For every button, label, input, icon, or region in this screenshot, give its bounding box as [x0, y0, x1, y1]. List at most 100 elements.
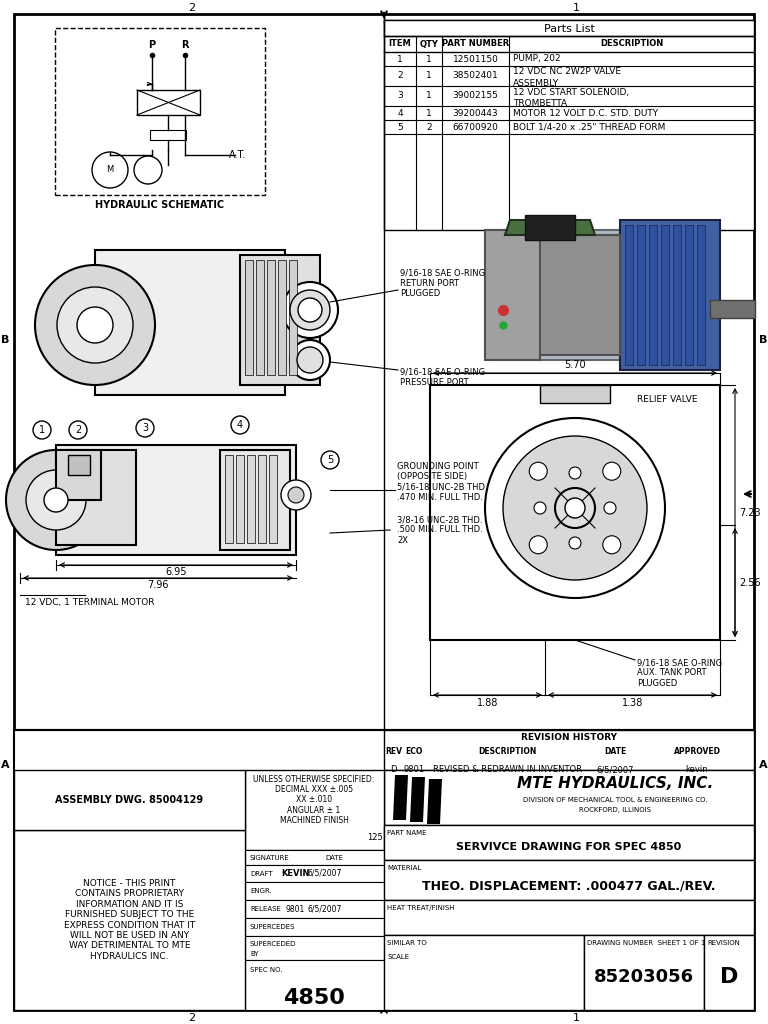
Circle shape — [6, 450, 106, 550]
Text: RELEASE: RELEASE — [250, 906, 281, 912]
Text: BY: BY — [250, 951, 259, 957]
Text: APPROVED: APPROVED — [674, 748, 720, 757]
Circle shape — [297, 347, 323, 373]
Circle shape — [281, 480, 311, 510]
Text: PUMP, 202: PUMP, 202 — [513, 54, 561, 63]
Bar — [384, 935, 584, 1010]
Text: 12 VDC NC 2W2P VALVE: 12 VDC NC 2W2P VALVE — [513, 68, 621, 77]
Text: 1.38: 1.38 — [622, 698, 643, 708]
Text: SUPERCEDED: SUPERCEDED — [250, 941, 296, 947]
Circle shape — [290, 290, 330, 330]
Text: A: A — [759, 760, 767, 770]
Bar — [247, 455, 255, 543]
Circle shape — [569, 467, 581, 479]
Bar — [430, 385, 720, 640]
Bar — [620, 220, 720, 370]
Circle shape — [565, 498, 585, 518]
Polygon shape — [410, 777, 425, 822]
Bar — [625, 225, 633, 365]
Text: 38502401: 38502401 — [452, 72, 498, 81]
Text: DATE: DATE — [604, 748, 626, 757]
Bar — [584, 935, 704, 1010]
Text: Parts List: Parts List — [544, 24, 594, 34]
Text: SERVIVCE DRAWING FOR SPEC 4850: SERVIVCE DRAWING FOR SPEC 4850 — [456, 842, 682, 852]
Text: MATERIAL: MATERIAL — [387, 865, 422, 871]
Text: 2: 2 — [188, 1013, 196, 1023]
Text: DESCRIPTION: DESCRIPTION — [478, 748, 537, 757]
Bar — [267, 260, 275, 375]
Text: 2: 2 — [188, 3, 196, 13]
Circle shape — [529, 462, 548, 480]
Text: 1: 1 — [426, 109, 432, 118]
Bar — [704, 935, 754, 1010]
Text: 1: 1 — [397, 54, 403, 63]
Circle shape — [77, 307, 113, 343]
Text: 39200443: 39200443 — [452, 109, 498, 118]
Bar — [245, 961, 384, 1010]
Bar — [14, 730, 754, 1010]
Circle shape — [92, 152, 128, 188]
Text: 66700920: 66700920 — [452, 123, 498, 131]
Bar — [14, 770, 245, 830]
Text: 6/5/2007: 6/5/2007 — [308, 869, 343, 878]
Circle shape — [33, 421, 51, 439]
Text: 125: 125 — [367, 834, 383, 843]
Text: B: B — [759, 335, 767, 345]
Text: 7.96: 7.96 — [147, 580, 169, 590]
Text: REVISION: REVISION — [707, 940, 740, 946]
Text: 9801: 9801 — [403, 766, 425, 774]
Bar — [289, 260, 297, 375]
Text: 4: 4 — [397, 109, 402, 118]
Bar — [649, 225, 657, 365]
Text: kevin: kevin — [686, 766, 708, 774]
Bar — [245, 900, 384, 918]
Bar — [245, 882, 384, 900]
Bar — [95, 250, 285, 395]
Text: 1: 1 — [572, 3, 580, 13]
Circle shape — [529, 536, 548, 554]
Bar — [225, 455, 233, 543]
Bar — [710, 300, 755, 318]
Text: ITEM: ITEM — [389, 40, 412, 48]
Text: B: B — [1, 335, 9, 345]
Text: 39002155: 39002155 — [452, 91, 498, 100]
Text: MTE HYDRAULICS, INC.: MTE HYDRAULICS, INC. — [517, 776, 713, 792]
Text: 5: 5 — [327, 455, 333, 465]
Bar — [384, 900, 754, 935]
Bar — [685, 225, 693, 365]
Text: DIVISION OF MECHANICAL TOOL & ENGINEERING CO.: DIVISION OF MECHANICAL TOOL & ENGINEERIN… — [523, 797, 707, 803]
Bar — [384, 20, 754, 36]
Circle shape — [231, 416, 249, 434]
Text: DATE: DATE — [325, 854, 343, 860]
Bar — [384, 730, 754, 770]
Text: 9801: 9801 — [286, 904, 305, 913]
Text: D: D — [720, 967, 738, 987]
Circle shape — [604, 502, 616, 514]
Text: 12501150: 12501150 — [452, 54, 498, 63]
Text: NOTICE - THIS PRINT
CONTAINS PROPRIETARY
INFORMATION AND IT IS
FURNISHED SUBJECT: NOTICE - THIS PRINT CONTAINS PROPRIETARY… — [64, 879, 195, 961]
Bar — [68, 455, 90, 475]
Text: M: M — [107, 166, 114, 174]
Text: 9/16-18 SAE O-RING
PRESSURE PORT: 9/16-18 SAE O-RING PRESSURE PORT — [400, 368, 485, 387]
Text: DRAWING NUMBER  SHEET 1 OF 1: DRAWING NUMBER SHEET 1 OF 1 — [587, 940, 705, 946]
Text: UNLESS OTHERWISE SPECIFIED:
DECIMAL XXX ±.005
XX ±.010
ANGULAR ± 1
MACHINED FINI: UNLESS OTHERWISE SPECIFIED: DECIMAL XXX … — [253, 775, 375, 825]
Bar — [236, 455, 244, 543]
Text: 9/16-18 SAE O-RING
RETURN PORT
PLUGGED: 9/16-18 SAE O-RING RETURN PORT PLUGGED — [400, 268, 485, 298]
Text: TROMBETTA: TROMBETTA — [513, 99, 567, 109]
Text: 2: 2 — [397, 72, 402, 81]
Bar — [245, 936, 384, 961]
Text: ENGR.: ENGR. — [250, 888, 272, 894]
Circle shape — [44, 488, 68, 512]
Text: 3/8-16 UNC-2B THD.
.500 MIN. FULL THD.
2X: 3/8-16 UNC-2B THD. .500 MIN. FULL THD. 2… — [397, 515, 483, 545]
Circle shape — [503, 436, 647, 580]
Bar — [525, 215, 575, 240]
Bar — [137, 90, 200, 115]
Text: 6.95: 6.95 — [165, 567, 187, 577]
Circle shape — [35, 265, 155, 385]
Text: QTY: QTY — [419, 40, 439, 48]
Text: 6/5/2007: 6/5/2007 — [308, 904, 343, 913]
Text: 12 VDC, 1 TERMINAL MOTOR: 12 VDC, 1 TERMINAL MOTOR — [25, 598, 154, 607]
Text: 12 VDC START SOLENOID,: 12 VDC START SOLENOID, — [513, 87, 629, 96]
Bar — [540, 385, 610, 403]
Circle shape — [57, 287, 133, 362]
